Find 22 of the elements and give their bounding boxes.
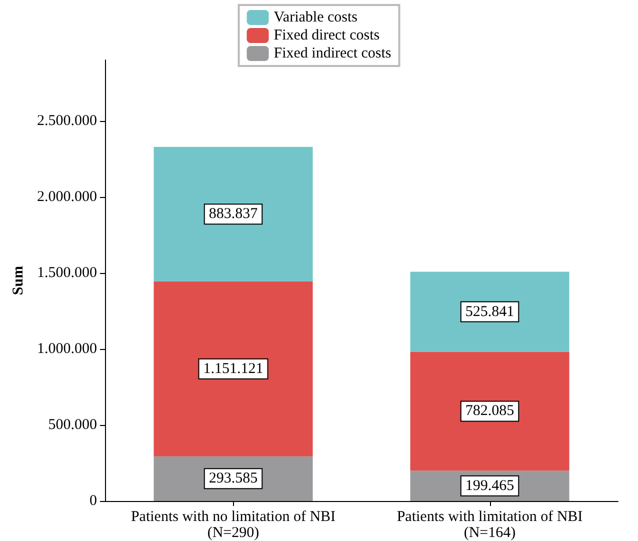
legend-label: Fixed indirect costs <box>274 46 392 62</box>
bar <box>410 352 570 471</box>
data-label: 883.837 <box>208 206 258 222</box>
y-tick-label: 1.500.000 <box>37 264 97 281</box>
data-label: 782.085 <box>465 403 514 420</box>
data-label: 199.465 <box>465 478 514 494</box>
y-tick-label: 2.500.000 <box>37 112 97 129</box>
bar <box>154 281 313 456</box>
bar <box>410 272 570 352</box>
data-label: 525.841 <box>465 304 514 320</box>
y-tick-label: 0 <box>90 493 97 509</box>
y-axis-title: Sum <box>10 265 27 296</box>
data-label: 293.585 <box>208 470 258 487</box>
legend-label: Fixed direct costs <box>274 28 380 44</box>
y-tick-label: 2.000.000 <box>37 188 97 205</box>
x-tick-label: Patients with no limitation of NBI (N=290) <box>130 509 336 541</box>
data-label: 1.151.121 <box>203 360 264 377</box>
x-tick-label: Patients with limitation of NBI (N=164) <box>396 509 583 541</box>
y-tick-label: 500.000 <box>48 416 97 433</box>
legend-label: Variable costs <box>274 10 358 26</box>
bar <box>154 146 313 282</box>
y-tick-label: 1.000.000 <box>37 340 97 357</box>
